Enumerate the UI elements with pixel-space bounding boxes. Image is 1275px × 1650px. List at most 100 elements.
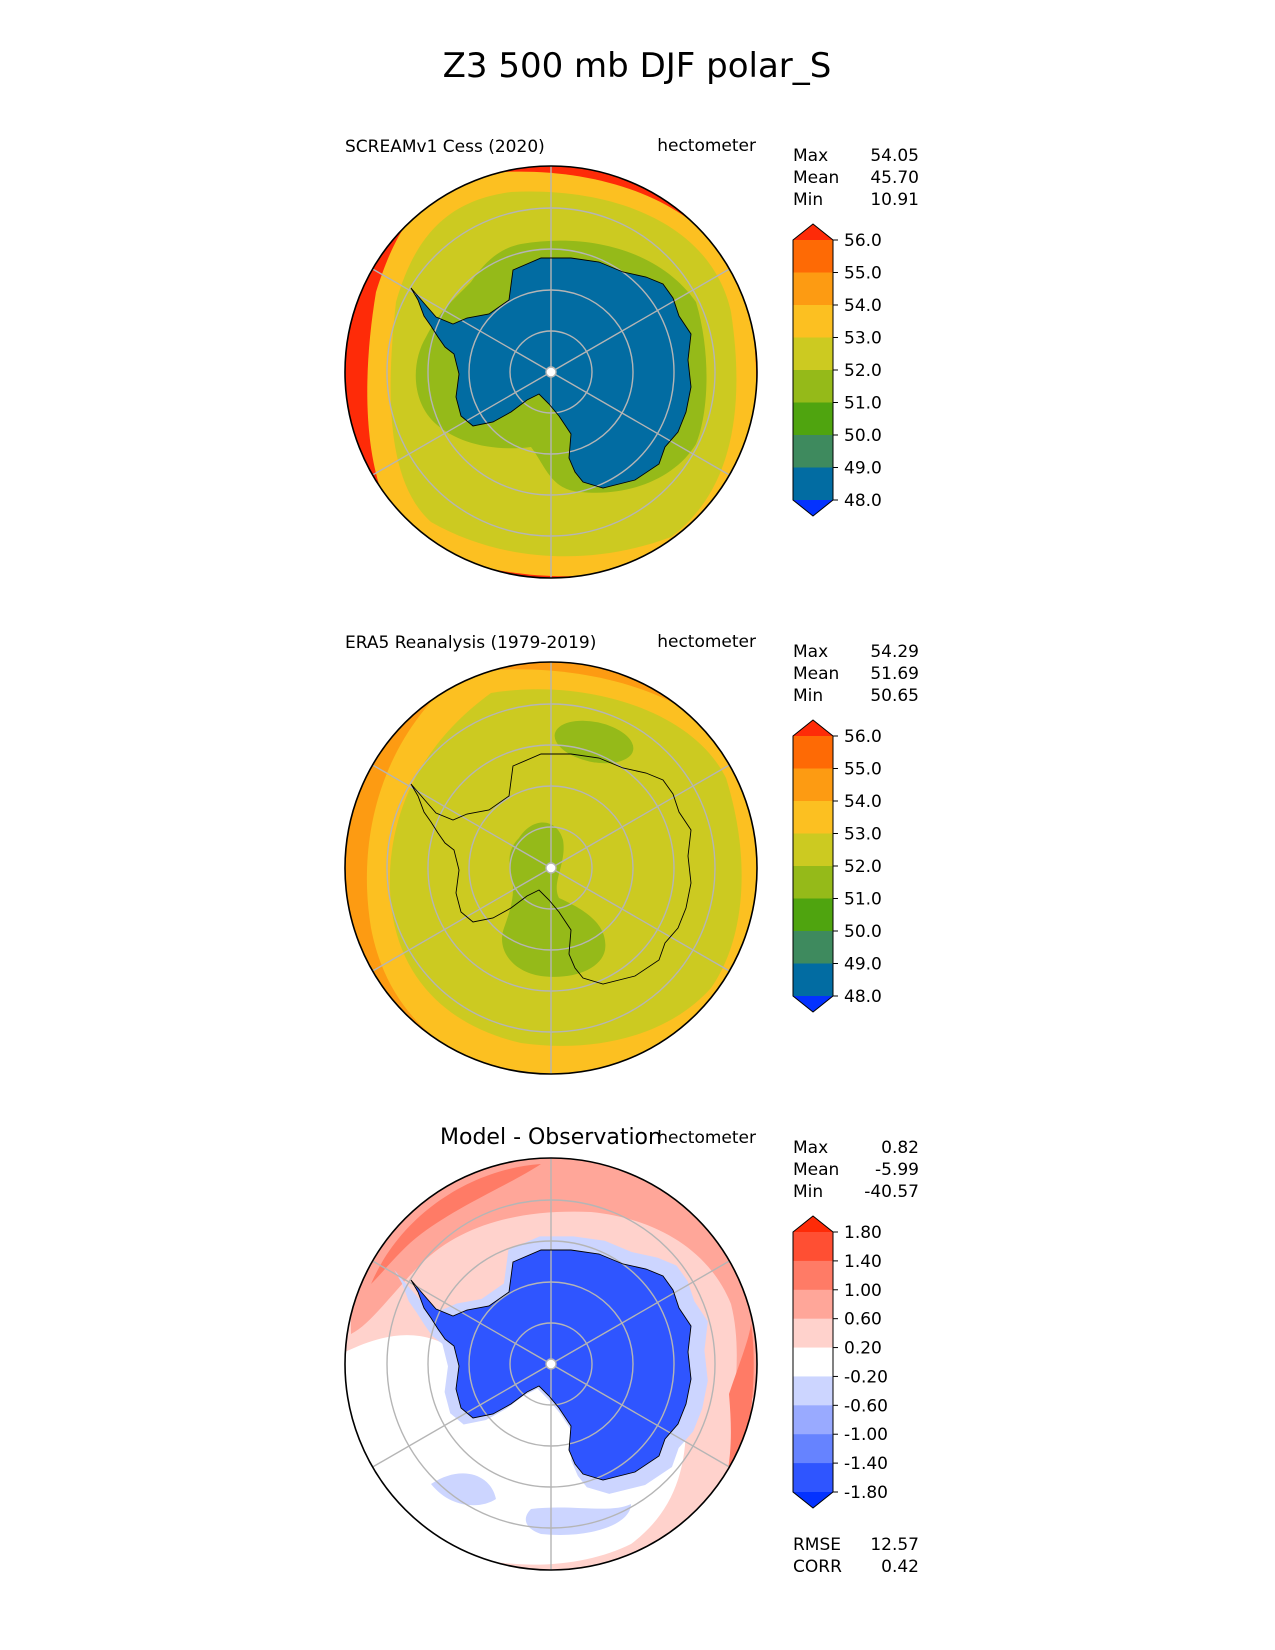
colorbar-bin: [793, 866, 833, 899]
panel-model: SCREAMv1 Cess (2020) hectometer Max 54.0…: [344, 136, 919, 579]
panel-difference-stats: Max 0.82 Mean -5.99 Min -40.57: [793, 1138, 919, 1202]
colorbar-tick-label: 54.0: [844, 296, 882, 316]
colorbar-bin: [793, 305, 833, 338]
pole-marker: [545, 366, 557, 378]
meridian-line: [372, 867, 552, 972]
metric-value-rmse: 12.57: [870, 1535, 919, 1555]
stat-value-mean: 51.69: [870, 664, 919, 684]
pole-marker: [545, 1358, 557, 1370]
stat-value-max: 0.82: [881, 1138, 919, 1158]
colorbar-bin: [793, 272, 833, 306]
stat-value-mean: -5.99: [875, 1160, 919, 1180]
colorbar-difference: 1.80 1.40 1.00 0.60 0.20 -0.20 -0.60 -1.00 -1.40…: [792, 1215, 888, 1509]
metric-label-rmse: RMSE: [793, 1535, 841, 1555]
colorbar-tick-label: 53.0: [844, 825, 882, 845]
meridian-line: [550, 1260, 730, 1365]
colorbar-bin: [793, 435, 833, 468]
stat-label-min: Min: [793, 190, 823, 210]
field-low-north: [554, 720, 634, 764]
colorbar-bin: [793, 1463, 833, 1493]
meridian-line: [550, 268, 730, 373]
field-interior: [389, 689, 742, 1046]
stat-label-max: Max: [793, 1138, 828, 1158]
pole-marker: [545, 862, 557, 874]
meridian-line: [550, 371, 730, 476]
colorbar-model: 56.0 55.0 54.0 53.0 52.0 51.0 50.0 49.0 48.0: [792, 223, 882, 517]
metric-label-corr: CORR: [793, 1557, 842, 1577]
colorbar-tick-label: 49.0: [844, 459, 882, 479]
panel-difference: Model - Observation hectometer Max 0.82 …: [344, 1125, 919, 1577]
colorbar-tick-label: -0.20: [844, 1367, 888, 1387]
colorbar-bin: [793, 402, 833, 436]
map-observation: [344, 661, 758, 1075]
map-model-border: [344, 165, 758, 579]
meridian-line: [550, 867, 730, 972]
colorbar-tick-label: 52.0: [844, 857, 882, 877]
colorbar-tick-label: 55.0: [844, 760, 882, 780]
colorbar-bin: [793, 240, 833, 273]
map-difference: [344, 1157, 758, 1571]
colorbar-tick-label: 51.0: [844, 394, 882, 414]
colorbar-tick-label: 1.40: [844, 1252, 882, 1272]
colorbar-tick-label: 56.0: [844, 231, 882, 251]
colorbar-bin: [793, 1376, 833, 1406]
colorbar-bin: [793, 1405, 833, 1435]
meridian-line: [550, 1363, 730, 1468]
stat-label-min: Min: [793, 1182, 823, 1202]
colorbar-bin: [793, 768, 833, 802]
colorbar-tick-label: 51.0: [844, 890, 882, 910]
panel-observation: ERA5 Reanalysis (1979-2019) hectometer M…: [344, 632, 919, 1075]
panel-model-units: hectometer: [657, 136, 756, 156]
stat-label-mean: Mean: [793, 664, 839, 684]
stat-value-max: 54.29: [870, 642, 919, 662]
map-observation-border: [344, 661, 758, 1075]
panel-difference-metrics: RMSE 12.57 CORR 0.42: [793, 1535, 919, 1577]
colorbar-extend-min: [793, 1492, 833, 1508]
meridian-line: [550, 764, 730, 869]
colorbar-bin: [793, 1232, 833, 1262]
colorbar-tick-label: 49.0: [844, 955, 882, 975]
map-observation-graticule: [372, 662, 730, 1074]
colorbar-extend-min: [793, 996, 833, 1012]
colorbar-bin: [793, 833, 833, 867]
panel-model-left-title: SCREAMv1 Cess (2020): [345, 137, 545, 157]
meridian-line: [372, 1363, 552, 1468]
field-pos-north-band: [351, 1158, 757, 1434]
colorbar-tick-label: 1.00: [844, 1281, 882, 1301]
colorbar-bin: [793, 898, 833, 932]
meridian-line: [372, 371, 552, 476]
colorbar-bin: [793, 467, 833, 501]
colorbar-tick-label: -0.60: [844, 1396, 888, 1416]
colorbar-bin: [793, 1260, 833, 1291]
panel-difference-units: hectometer: [657, 1128, 756, 1148]
colorbar-tick-label: 55.0: [844, 264, 882, 284]
colorbar-tick-label: 0.20: [844, 1339, 882, 1359]
colorbar-bin: [793, 801, 833, 834]
field-pos-east-patch: [726, 1324, 754, 1479]
colorbar-tick-label: 0.60: [844, 1310, 882, 1330]
stat-value-min: -40.57: [864, 1182, 919, 1202]
metric-value-corr: 0.42: [881, 1557, 919, 1577]
map-model: [344, 165, 758, 579]
panel-observation-stats: Max 54.29 Mean 51.69 Min 50.65: [793, 642, 919, 706]
panel-observation-left-title: ERA5 Reanalysis (1979-2019): [345, 633, 596, 653]
colorbar-extend-min: [793, 500, 833, 516]
colorbar-tick-label: -1.40: [844, 1454, 888, 1474]
stat-label-mean: Mean: [793, 168, 839, 188]
colorbar-extend-max: [793, 720, 833, 736]
panel-difference-center-title: Model - Observation: [440, 1125, 662, 1150]
colorbar-bin: [793, 1289, 833, 1320]
colorbar-tick-label: 52.0: [844, 361, 882, 381]
stat-label-max: Max: [793, 642, 828, 662]
stat-value-min: 10.91: [870, 190, 919, 210]
stat-value-min: 50.65: [870, 686, 919, 706]
colorbar-tick-label: 50.0: [844, 922, 882, 942]
colorbar-observation: 56.0 55.0 54.0 53.0 52.0 51.0 50.0 49.0 48.0: [792, 719, 882, 1013]
stat-label-mean: Mean: [793, 1160, 839, 1180]
panel-observation-units: hectometer: [657, 632, 756, 652]
panel-model-stats: Max 54.05 Mean 45.70 Min 10.91: [793, 146, 919, 210]
stat-value-mean: 45.70: [870, 168, 919, 188]
map-difference-border: [344, 1157, 758, 1571]
colorbar-bin: [793, 370, 833, 403]
